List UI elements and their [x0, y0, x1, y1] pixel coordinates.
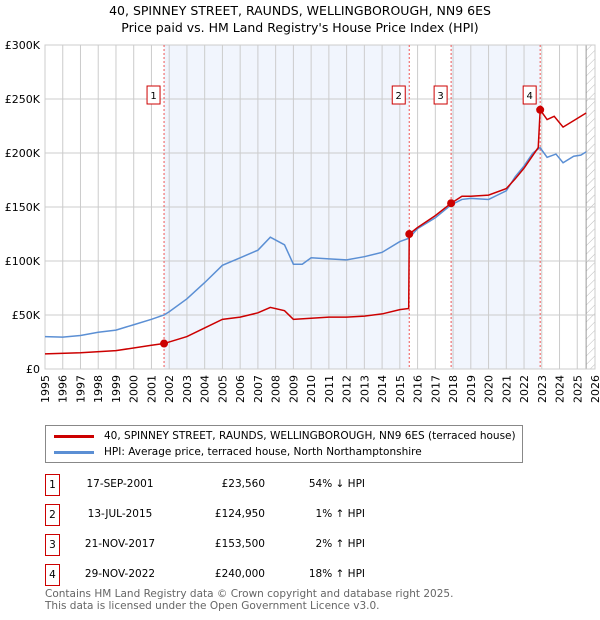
x-tick-label: 1999: [110, 375, 123, 403]
sale-price: £23,560: [221, 478, 265, 490]
x-tick-label: 2002: [163, 375, 176, 403]
sale-price: £153,500: [214, 538, 265, 550]
y-tick-label: £50K: [12, 309, 41, 322]
y-tick-label: £0: [26, 363, 40, 376]
chart-subtitle: Price paid vs. HM Land Registry's House …: [121, 20, 479, 35]
x-tick-label: 1996: [57, 375, 70, 403]
legend-red-line: [54, 434, 94, 438]
y-tick-label: £100K: [5, 255, 41, 268]
x-tick-label: 2010: [305, 375, 318, 403]
x-tick-label: 2016: [412, 375, 425, 403]
legend-blue-line: [54, 450, 94, 454]
x-tick-label: 2006: [234, 375, 247, 403]
sale-date: 29-NOV-2022: [84, 568, 156, 580]
sale-date: 13-JUL-2015: [87, 508, 153, 520]
sale-marker-label: 1: [150, 91, 156, 102]
sale-marker-box: [433, 85, 448, 105]
sale-number: 2: [45, 504, 60, 526]
x-tick-label: 2009: [287, 375, 300, 403]
sale-row: 2 13-JUL-2015 £124,950 1% ↑ HPI: [45, 504, 445, 526]
x-tick-label: 2019: [465, 375, 478, 403]
sale-marker-box: [391, 85, 406, 105]
sale-number: 4: [45, 564, 60, 586]
sale-hpi-diff: 1% ↑ HPI: [315, 508, 365, 520]
sale-marker-box: [522, 85, 537, 105]
x-tick-label: 2017: [429, 375, 442, 403]
sale-date: 17-SEP-2001: [86, 478, 154, 490]
x-tick-label: 1997: [74, 375, 87, 403]
sale-marker-label: 2: [396, 91, 402, 102]
x-tick-label: 2008: [270, 375, 283, 403]
x-tick-label: 2012: [341, 375, 354, 403]
plot-frame: [44, 44, 596, 370]
x-tick-label: 2026: [589, 375, 600, 403]
sale-hpi-diff: 2% ↑ HPI: [315, 538, 365, 550]
x-tick-label: 2025: [571, 375, 584, 403]
x-tick-label: 2021: [500, 375, 513, 403]
sale-marker-label: 4: [526, 91, 532, 102]
sale-hpi-diff: 54% ↓ HPI: [308, 478, 365, 490]
y-tick-label: £200K: [5, 147, 41, 160]
sale-price: £124,950: [214, 508, 265, 520]
sale-row: 1 17-SEP-2001 £23,560 54% ↓ HPI: [45, 474, 445, 496]
sale-price: £240,000: [214, 568, 265, 580]
sale-point: [405, 230, 414, 239]
x-tick-label: 2014: [376, 375, 389, 403]
x-tick-label: 2003: [181, 375, 194, 403]
footer-line2: This data is licensed under the Open Gov…: [45, 599, 380, 612]
x-tick-label: 2011: [323, 375, 336, 403]
x-tick-label: 2024: [554, 375, 567, 403]
sale-marker-box: [146, 85, 161, 105]
chart-title: 40, SPINNEY STREET, RAUNDS, WELLINGBOROU…: [109, 3, 491, 18]
x-tick-label: 2013: [358, 375, 371, 403]
hpi-line: [44, 146, 587, 338]
sale-date: 21-NOV-2017: [84, 538, 156, 550]
sale-marker-label: 3: [437, 91, 443, 102]
property-price-line: [44, 107, 587, 355]
x-tick-label: 2007: [252, 375, 265, 403]
y-tick-label: £150K: [5, 201, 41, 214]
sale-number: 1: [45, 474, 60, 496]
sale-point: [447, 199, 456, 208]
footer-line1: Contains HM Land Registry data © Crown c…: [45, 588, 454, 600]
x-tick-label: 2015: [394, 375, 407, 403]
x-tick-label: 1998: [92, 375, 105, 403]
legend-hpi: HPI: Average price, terraced house, Nort…: [104, 446, 422, 458]
sale-number: 3: [45, 534, 60, 556]
sale-row: 4 29-NOV-2022 £240,000 18% ↑ HPI: [45, 564, 445, 586]
x-tick-label: 2000: [128, 375, 141, 403]
price-chart: 1995 1996 1997 1998 1999 2000 2001 2002 2003 2004…: [5, 39, 600, 403]
sale-hpi-diff: 18% ↑ HPI: [308, 568, 365, 580]
x-tick-label: 2022: [518, 375, 531, 403]
x-tick-label: 2018: [447, 375, 460, 403]
footer: Contains HM Land Registry data © Crown c…: [45, 588, 454, 612]
x-tick-label: 2001: [145, 375, 158, 403]
x-tick-label: 2004: [199, 375, 212, 403]
y-tick-label: £300K: [5, 39, 41, 52]
legend: 40, SPINNEY STREET, RAUNDS, WELLINGBOROU…: [45, 425, 523, 463]
x-tick-label: 1995: [39, 375, 52, 403]
sale-point: [160, 339, 169, 348]
sale-row: 3 21-NOV-2017 £153,500 2% ↑ HPI: [45, 534, 445, 556]
x-tick-label: 2023: [536, 375, 549, 403]
legend-property: 40, SPINNEY STREET, RAUNDS, WELLINGBOROU…: [104, 430, 516, 442]
x-tick-label: 2005: [216, 375, 229, 403]
y-tick-label: £250K: [5, 93, 41, 106]
sale-point: [536, 105, 545, 114]
x-tick-label: 2020: [483, 375, 496, 403]
